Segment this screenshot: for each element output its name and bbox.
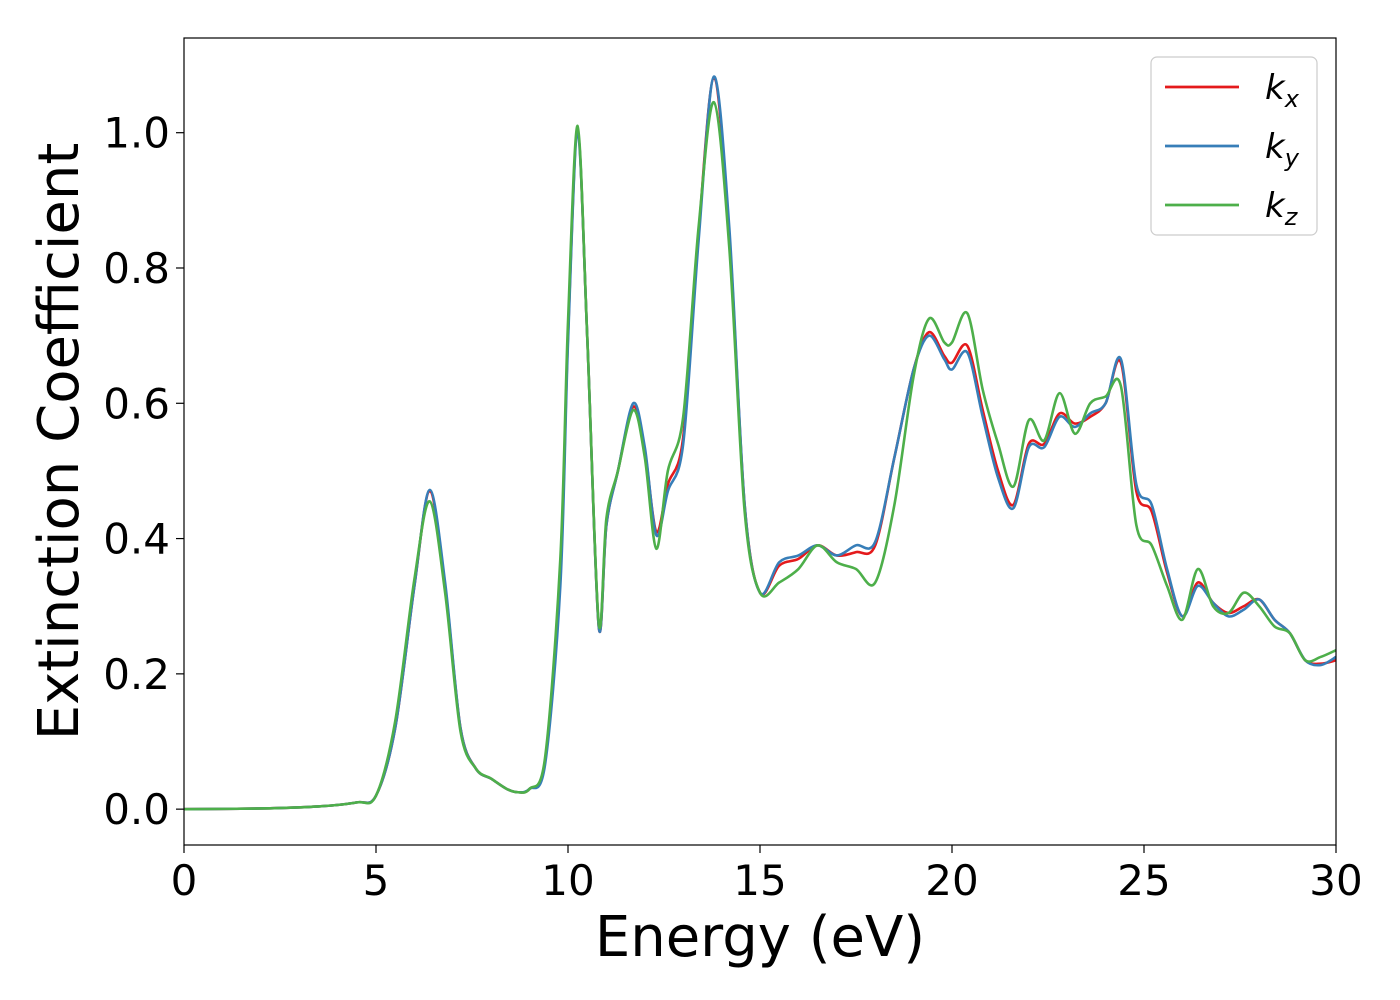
y-tick-label: 0.6 xyxy=(103,379,170,428)
x-tick-label: 30 xyxy=(1309,856,1362,905)
x-tick-label: 10 xyxy=(541,856,594,905)
legend: kx ky kz xyxy=(1150,56,1318,236)
x-tick-label: 20 xyxy=(925,856,978,905)
y-tick-label: 0.0 xyxy=(103,785,170,834)
y-tick-label: 0.8 xyxy=(103,244,170,293)
tick-layer: 0 5 10 15 20 25 30 0.0 0.2 0.4 0.6 0.8 1.0 xyxy=(103,109,1363,905)
legend-label-ky: ky xyxy=(1265,127,1300,172)
x-tick-label: 25 xyxy=(1117,856,1170,905)
legend-label-kz: kz xyxy=(1265,186,1299,231)
series-line-kz xyxy=(184,100,1336,811)
x-tick-label: 15 xyxy=(733,856,786,905)
x-axis-title: Energy (eV) xyxy=(595,905,925,970)
y-axis-title: Extinction Coefficient xyxy=(27,143,92,741)
x-tick-label: 5 xyxy=(363,856,390,905)
y-tick-label: 0.4 xyxy=(103,515,170,564)
legend-label-kx: kx xyxy=(1265,68,1300,113)
y-tick-label: 0.2 xyxy=(103,650,170,699)
x-tick-label: 0 xyxy=(171,856,198,905)
y-tick-label: 1.0 xyxy=(103,109,170,158)
series-layer xyxy=(184,75,1336,811)
